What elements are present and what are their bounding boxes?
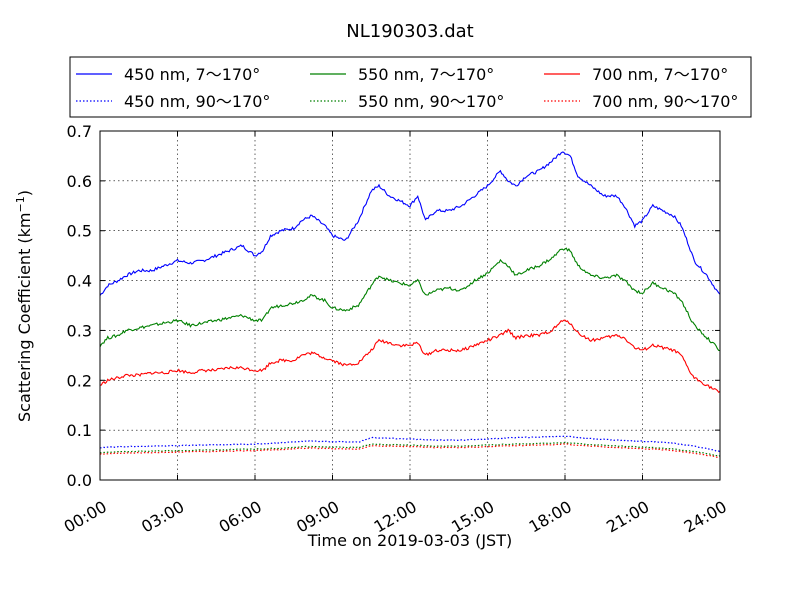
- y-tick-label: 0.0: [67, 471, 92, 490]
- legend-label: 550 nm, 90～170°: [358, 92, 504, 111]
- legend-label: 550 nm, 7～170°: [358, 65, 494, 84]
- chart-title: NL190303.dat: [346, 21, 473, 42]
- legend: 450 nm, 7～170° 550 nm, 7～170° 700 nm, 7～17…: [69, 56, 752, 118]
- series-line: [99, 319, 721, 394]
- legend-label: 700 nm, 90～170°: [592, 92, 738, 111]
- series-line: [99, 247, 721, 352]
- legend-label: 700 nm, 7～170°: [592, 65, 728, 84]
- series-line: [99, 441, 721, 457]
- y-tick-label: 0.5: [67, 222, 92, 241]
- x-axis-label: Time on 2019-03-03 (JST): [307, 531, 512, 550]
- y-tick-label: 0.1: [67, 421, 92, 440]
- y-axis-label-close: ): [15, 190, 34, 196]
- series-line: [99, 443, 721, 459]
- y-tick-label: 0.6: [67, 172, 92, 191]
- series-line: [99, 151, 721, 296]
- y-axis-label-superscript: −1: [14, 196, 27, 212]
- y-tick-label: 0.4: [67, 272, 92, 291]
- legend-label: 450 nm, 7～170°: [124, 65, 260, 84]
- y-axis-label: Scattering Coefficient (km−1): [14, 190, 34, 422]
- y-tick-label: 0.3: [67, 321, 92, 340]
- series-line: [99, 435, 721, 453]
- legend-frame: [69, 56, 752, 118]
- y-tick-label: 0.7: [67, 122, 92, 141]
- series-layer: [99, 151, 721, 459]
- y-axis-label-main: Scattering Coefficient (km: [15, 212, 34, 422]
- legend-label: 450 nm, 90～170°: [124, 92, 270, 111]
- y-tick-label: 0.2: [67, 371, 92, 390]
